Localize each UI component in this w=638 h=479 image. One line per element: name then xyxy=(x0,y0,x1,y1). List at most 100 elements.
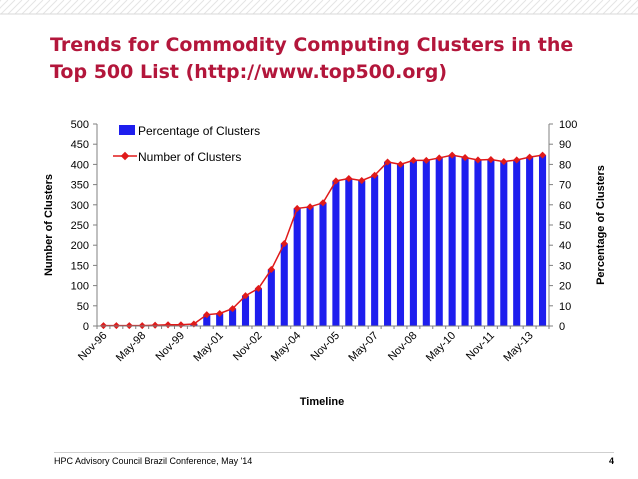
hatch-line xyxy=(35,0,51,15)
hatch-line xyxy=(315,0,331,15)
hatch-line xyxy=(357,0,373,15)
line-point xyxy=(254,284,262,292)
bar xyxy=(409,160,417,326)
line-point xyxy=(241,292,250,300)
hatch-line xyxy=(168,0,184,15)
hatch-line xyxy=(560,0,576,15)
line-point xyxy=(513,156,521,164)
legend-label-number: Number of Clusters xyxy=(138,150,241,164)
hatch-line xyxy=(294,0,310,15)
x-tick-label: May-98 xyxy=(114,330,148,364)
hatch-line xyxy=(504,0,520,15)
hatch-line xyxy=(77,0,93,15)
line-point xyxy=(526,153,534,161)
line-point xyxy=(539,151,547,159)
bar xyxy=(229,308,237,326)
hatch-line xyxy=(420,0,436,15)
hatch-line xyxy=(70,0,86,15)
hatch-line xyxy=(539,0,555,15)
hatch-line xyxy=(189,0,205,15)
left-tick-label: 150 xyxy=(71,260,89,272)
left-tick-label: 450 xyxy=(71,139,89,151)
slide-title: Trends for Commodity Computing Clusters … xyxy=(50,34,574,83)
hatch-line xyxy=(602,0,618,15)
hatch-line xyxy=(434,0,450,15)
line-point xyxy=(267,265,275,273)
hatch-line xyxy=(91,0,107,15)
hatch-line xyxy=(322,0,338,15)
bar xyxy=(513,159,521,326)
hatch-line xyxy=(266,0,282,15)
hatch-line xyxy=(56,0,72,15)
hatch-line xyxy=(98,0,114,15)
hatch-line xyxy=(273,0,289,15)
hatch-line xyxy=(399,0,415,15)
hatch-line xyxy=(161,0,177,15)
bar xyxy=(306,206,314,326)
bar xyxy=(435,157,443,326)
hatch-line xyxy=(371,0,387,15)
hatch-line xyxy=(224,0,240,15)
page-number: 4 xyxy=(608,456,614,466)
hatch-line xyxy=(217,0,233,15)
bar xyxy=(203,314,211,326)
right-tick-label: 70 xyxy=(559,180,571,192)
hatch-line xyxy=(28,0,44,15)
y-axis-title-left: Number of Clusters xyxy=(43,174,55,276)
hatch-line xyxy=(497,0,513,15)
hatch-line xyxy=(532,0,548,15)
bar xyxy=(371,175,379,326)
hatch-line xyxy=(154,0,170,15)
slide-footer: HPC Advisory Council Brazil Conference, … xyxy=(54,452,614,467)
hatch-line xyxy=(385,0,401,15)
bar xyxy=(254,288,262,326)
bar xyxy=(538,155,547,326)
hatch-line xyxy=(553,0,569,15)
left-tick-label: 500 xyxy=(71,119,89,131)
hatch-line xyxy=(350,0,366,15)
bar xyxy=(422,160,430,326)
line-point xyxy=(409,156,417,164)
hatch-line xyxy=(63,0,79,15)
left-tick-label: 300 xyxy=(71,200,89,212)
line-point xyxy=(435,154,443,162)
line-point xyxy=(319,199,327,207)
x-tick-label: Nov-96 xyxy=(76,330,110,364)
x-tick-label: Nov-02 xyxy=(231,330,265,364)
line-point xyxy=(474,156,482,164)
right-tick-label: 90 xyxy=(559,139,571,151)
right-tick-label: 40 xyxy=(559,240,571,252)
hatch-line xyxy=(469,0,485,15)
bar xyxy=(396,164,405,326)
hatch-line xyxy=(609,0,625,15)
hatch-line xyxy=(518,0,534,15)
hatch-line xyxy=(329,0,345,15)
line-point xyxy=(384,158,392,166)
left-tick-label: 400 xyxy=(71,159,89,171)
hatch-line xyxy=(511,0,527,15)
hatch-line xyxy=(231,0,247,15)
x-tick-label: Nov-05 xyxy=(308,330,342,364)
hatch-line xyxy=(0,0,16,15)
hatch-line xyxy=(588,0,604,15)
hatch-line xyxy=(0,0,9,9)
bar xyxy=(332,180,340,326)
line-point xyxy=(487,156,495,164)
line-point xyxy=(280,240,288,248)
bar xyxy=(267,269,275,326)
x-axis-title: Timeline xyxy=(300,396,344,408)
hatch-line xyxy=(343,0,359,15)
x-tick-label: May-10 xyxy=(424,330,458,364)
hatch-line xyxy=(462,0,478,15)
line-point xyxy=(345,175,353,183)
hatch-line xyxy=(259,0,275,15)
hatch-line xyxy=(245,0,261,15)
line-point xyxy=(216,309,224,318)
hatch-line xyxy=(406,0,422,15)
hatch-line xyxy=(196,0,212,15)
hatch-line xyxy=(280,0,296,15)
hatch-line xyxy=(336,0,352,15)
line-point xyxy=(461,153,469,162)
hatch-lines xyxy=(0,0,638,15)
right-tick-label: 50 xyxy=(559,220,571,232)
